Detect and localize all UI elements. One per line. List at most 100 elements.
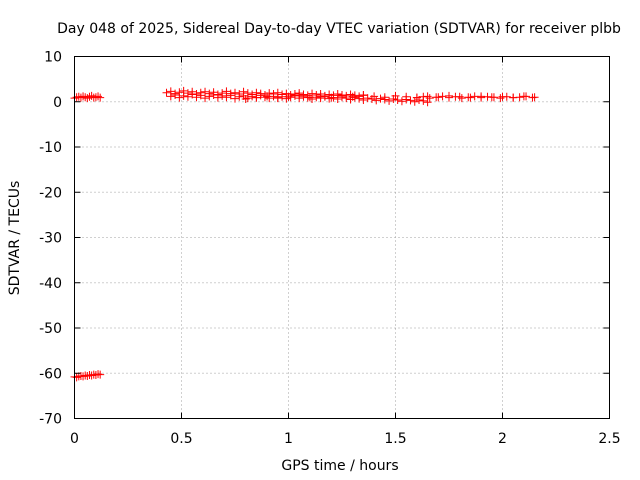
x-axis-tick-labels: 0 0.5 1 1.5 2 2.5 [70, 431, 621, 447]
data-point [389, 95, 398, 104]
y-tick-label: -70 [39, 412, 62, 428]
x-tick-label: 0 [70, 431, 79, 447]
y-tick-label: -10 [39, 140, 62, 156]
x-tick-label: 2.5 [598, 431, 620, 447]
data-point [342, 94, 351, 103]
data-point [96, 370, 105, 379]
data-point [209, 90, 218, 99]
data-point [241, 95, 250, 104]
data-point [402, 92, 411, 101]
data-point [72, 373, 81, 382]
y-tick-label: -40 [39, 276, 62, 292]
data-point [196, 91, 205, 100]
data-point [410, 97, 419, 106]
data-point [213, 93, 222, 102]
grid [74, 56, 610, 419]
data-point [263, 92, 272, 101]
data-point [305, 93, 314, 102]
data-point [284, 92, 293, 101]
y-tick-label: -50 [39, 321, 62, 337]
data-point [359, 91, 368, 100]
data-point [406, 96, 415, 105]
data-point [252, 93, 261, 102]
data-point [248, 92, 257, 101]
data-point [489, 93, 498, 102]
data-point [391, 91, 400, 100]
data-point [171, 90, 180, 99]
data-point [333, 95, 342, 104]
data-point [265, 94, 274, 103]
data-point [308, 95, 317, 104]
data-point [350, 93, 359, 102]
data-point [412, 93, 421, 102]
data-point [464, 93, 473, 102]
y-tick-label: -60 [39, 366, 62, 382]
y-axis-label: SDTVAR / TECUs [7, 181, 23, 296]
data-point [348, 92, 357, 101]
data-point [457, 94, 466, 103]
data-point [205, 92, 214, 101]
chart-title: Day 048 of 2025, Sidereal Day-to-day VTE… [57, 21, 621, 37]
data-point [522, 92, 531, 101]
series-satellite-a [70, 91, 105, 103]
data-point [370, 92, 379, 101]
y-tick-label: 10 [44, 50, 62, 66]
data-point [470, 92, 479, 101]
y-tick-label: -20 [39, 185, 62, 201]
data-point [188, 90, 197, 99]
data-point [451, 92, 460, 101]
data-point [166, 92, 175, 101]
data-point [438, 92, 447, 101]
data-point [397, 97, 406, 106]
x-tick-label: 1 [284, 431, 293, 447]
data-point [385, 96, 394, 105]
y-tick-label: 0 [53, 95, 62, 111]
x-tick-label: 1.5 [384, 431, 406, 447]
axis-ticks [74, 56, 610, 419]
data-point [273, 94, 282, 103]
data-point [425, 94, 434, 103]
x-axis-label: GPS time / hours [281, 458, 398, 474]
data-point [502, 92, 511, 101]
data-points [70, 86, 539, 382]
data-point [528, 93, 537, 102]
data-point [175, 93, 184, 102]
data-point [372, 96, 381, 105]
data-point [477, 93, 486, 102]
data-point [316, 92, 325, 101]
data-point [393, 95, 402, 104]
data-point [260, 93, 269, 102]
x-tick-label: 2 [498, 431, 507, 447]
y-axis-tick-labels: 10 0 -10 -20 -30 -40 -50 -60 -70 [39, 50, 62, 428]
data-point [380, 93, 389, 102]
y-tick-label: -30 [39, 231, 62, 247]
data-point [183, 92, 192, 101]
data-point [325, 94, 334, 103]
data-point [338, 91, 346, 100]
data-point [376, 94, 385, 103]
data-point [295, 91, 304, 100]
data-point [515, 93, 524, 102]
data-point [162, 88, 171, 97]
data-point [235, 92, 244, 101]
data-point [96, 93, 105, 102]
data-point [243, 94, 252, 103]
data-point [201, 94, 210, 103]
data-point [282, 94, 291, 103]
series-satellite-d [166, 90, 432, 107]
data-point [363, 94, 372, 103]
data-point [179, 91, 188, 100]
data-point [355, 94, 364, 103]
data-point [496, 94, 505, 103]
data-point [239, 91, 248, 100]
data-point [432, 93, 441, 102]
data-point [222, 93, 231, 102]
x-tick-label: 0.5 [170, 431, 192, 447]
data-point [256, 91, 265, 100]
data-point [231, 94, 239, 103]
data-point [192, 93, 201, 102]
data-point [419, 92, 428, 101]
series-satellite-b [70, 370, 105, 382]
series-satellite-f [412, 92, 537, 103]
